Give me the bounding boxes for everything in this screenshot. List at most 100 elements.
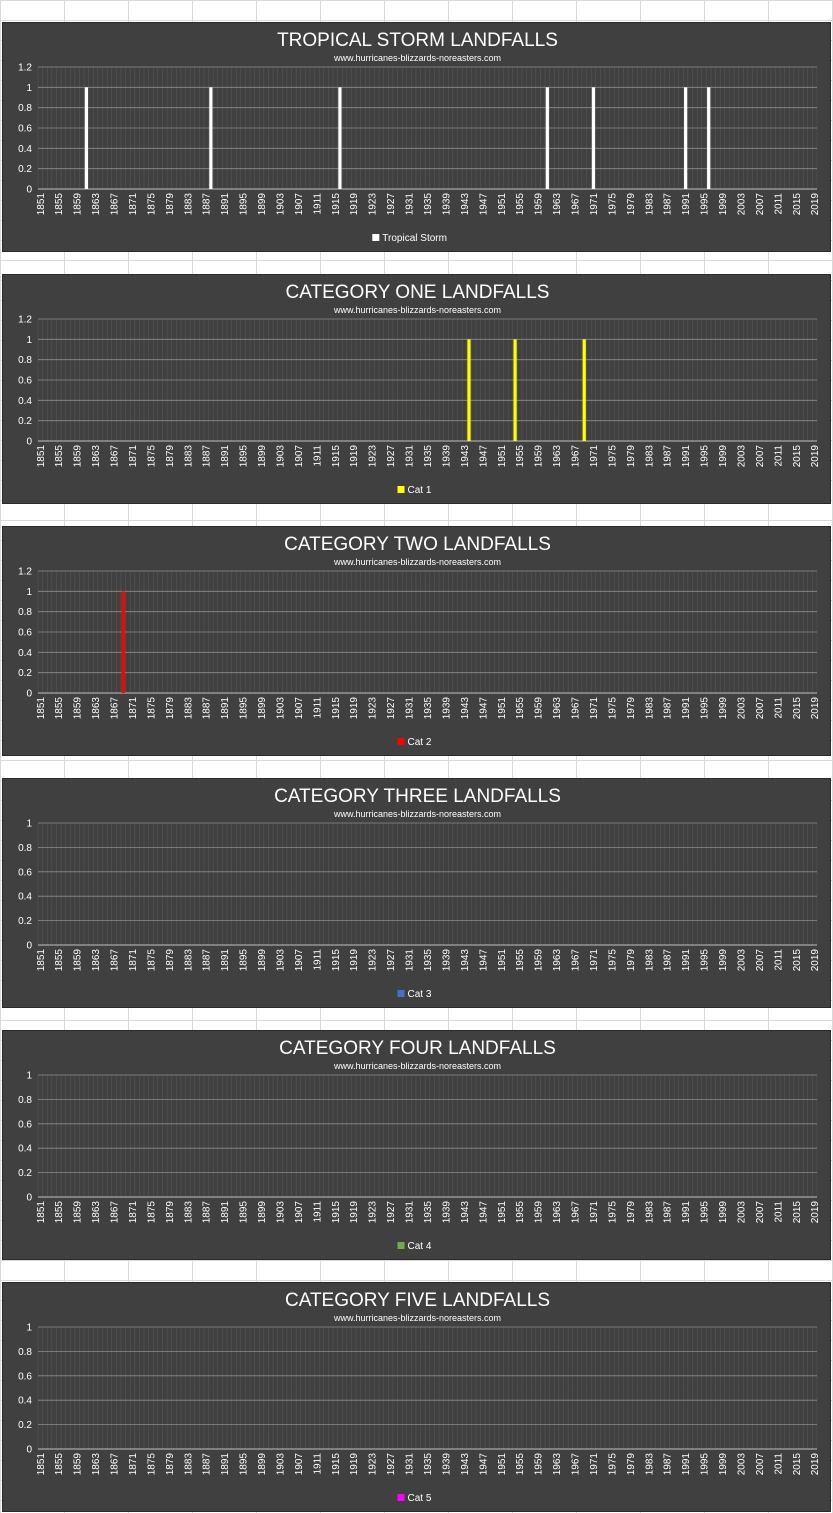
x-tick-label: 1943 — [460, 445, 471, 468]
x-tick-label: 2011 — [773, 193, 784, 215]
x-tick-label: 1867 — [110, 445, 121, 468]
x-tick-label: 1903 — [275, 697, 286, 720]
x-tick-label: 1987 — [663, 697, 674, 720]
y-tick-label: 0 — [26, 437, 32, 448]
x-tick-label: 1859 — [73, 1201, 84, 1224]
x-tick-label: 1927 — [386, 949, 397, 972]
bar-tropical-storm-1916 — [338, 87, 342, 189]
x-tick-label: 1983 — [644, 949, 655, 972]
x-tick-label: 1895 — [239, 445, 250, 468]
x-tick-label: 1923 — [368, 445, 379, 468]
x-tick-label: 1883 — [183, 193, 194, 216]
x-tick-label: 1979 — [626, 949, 637, 972]
x-tick-label: 1903 — [275, 1453, 286, 1476]
chart-category-two[interactable]: CATEGORY TWO LANDFALLS www.hurricanes-bli… — [2, 526, 831, 756]
x-tick-label: 1919 — [349, 1453, 360, 1476]
x-tick-label: 1959 — [534, 949, 545, 972]
x-tick-label: 1911 — [312, 1201, 323, 1223]
chart-category-four[interactable]: CATEGORY FOUR LANDFALLS www.hurricanes-bl… — [2, 1030, 831, 1260]
x-tick-label: 2015 — [792, 193, 803, 216]
x-tick-label: 1951 — [497, 445, 508, 468]
x-tick-label: 1943 — [460, 949, 471, 972]
x-tick-label: 1855 — [54, 697, 65, 720]
x-tick-label: 1963 — [552, 193, 563, 216]
x-tick-label: 1919 — [349, 193, 360, 216]
x-tick-label: 2019 — [810, 1453, 821, 1476]
x-tick-label: 1931 — [405, 697, 416, 720]
x-tick-label: 2003 — [736, 445, 747, 468]
x-tick-label: 1923 — [368, 949, 379, 972]
x-tick-label: 1971 — [589, 445, 600, 468]
x-tick-label: 2011 — [773, 949, 784, 971]
bar-cat-2-1869 — [121, 591, 125, 693]
x-tick-label: 1959 — [534, 445, 545, 468]
horizontal-gridlines — [38, 570, 817, 694]
x-tick-label: 1963 — [552, 949, 563, 972]
x-tick-label: 1899 — [257, 1201, 268, 1224]
x-tick-label: 1983 — [644, 1201, 655, 1224]
bar-cat-1-1969 — [582, 339, 586, 441]
x-tick-label: 2015 — [792, 1453, 803, 1476]
x-tick-label: 1991 — [681, 445, 692, 468]
x-tick-label: 1959 — [534, 1201, 545, 1224]
x-tick-label: 1979 — [626, 697, 637, 720]
x-tick-label: 1887 — [202, 697, 213, 720]
x-tick-label: 1871 — [128, 193, 139, 216]
x-tick-label: 1859 — [73, 193, 84, 216]
legend-swatch — [397, 1242, 405, 1249]
x-tick-label: 2003 — [736, 193, 747, 216]
x-tick-label: 1939 — [441, 1201, 452, 1224]
x-tick-label: 1927 — [386, 1453, 397, 1476]
chart-tropical-storm[interactable]: TROPICAL STORM LANDFALLS www.hurricanes-b… — [2, 22, 831, 252]
x-tick-label: 1851 — [36, 1201, 47, 1224]
x-tick-label: 1875 — [146, 949, 157, 972]
x-tick-label: 1975 — [607, 1453, 618, 1476]
x-tick-label: 1959 — [534, 193, 545, 216]
x-tick-label: 2011 — [773, 1453, 784, 1475]
chart-svg: CATEGORY FIVE LANDFALLS www.hurricanes-bl… — [18, 1290, 821, 1504]
chart-title: TROPICAL STORM LANDFALLS — [277, 30, 558, 51]
chart-svg: CATEGORY ONE LANDFALLS www.hurricanes-bli… — [18, 282, 821, 496]
x-tick-label: 1959 — [534, 697, 545, 720]
x-tick-label: 1883 — [183, 445, 194, 468]
horizontal-gridlines — [38, 66, 817, 190]
x-tick-label: 1939 — [441, 193, 452, 216]
x-tick-label: 1899 — [257, 445, 268, 468]
chart-category-three[interactable]: CATEGORY THREE LANDFALLS www.hurricanes-b… — [2, 778, 831, 1008]
legend-swatch — [372, 234, 380, 241]
x-tick-label: 1947 — [478, 1201, 489, 1224]
y-tick-label: 1 — [26, 1071, 32, 1082]
x-tick-label: 1911 — [312, 697, 323, 719]
bar-tropical-storm-1961 — [545, 87, 549, 189]
x-tick-label: 1927 — [386, 193, 397, 216]
x-tick-label: 1907 — [294, 193, 305, 216]
x-tick-label: 1895 — [239, 1453, 250, 1476]
x-tick-label: 1995 — [700, 949, 711, 972]
x-tick-label: 1907 — [294, 445, 305, 468]
x-tick-label: 1915 — [331, 697, 342, 720]
x-tick-label: 1867 — [110, 949, 121, 972]
chart-category-one[interactable]: CATEGORY ONE LANDFALLS www.hurricanes-bli… — [2, 274, 831, 504]
chart-svg: CATEGORY THREE LANDFALLS www.hurricanes-b… — [18, 786, 821, 1000]
x-tick-label: 1939 — [441, 1453, 452, 1476]
x-tick-label: 2007 — [755, 697, 766, 720]
x-tick-label: 1923 — [368, 193, 379, 216]
x-tick-label: 1999 — [718, 193, 729, 216]
y-tick-label: 0.2 — [18, 1420, 32, 1431]
y-tick-label: 1 — [26, 587, 32, 598]
legend-label: Cat 5 — [408, 1493, 432, 1504]
x-tick-label: 1855 — [54, 1453, 65, 1476]
x-tick-label: 1883 — [183, 697, 194, 720]
x-tick-label: 1891 — [220, 1201, 231, 1224]
chart-subtitle: www.hurricanes-blizzards-noreasters.com — [333, 305, 501, 315]
x-tick-label: 1879 — [165, 193, 176, 216]
chart-title: CATEGORY ONE LANDFALLS — [286, 282, 550, 303]
y-tick-label: 0.8 — [18, 103, 32, 114]
x-tick-label: 1867 — [110, 697, 121, 720]
legend-swatch — [397, 486, 405, 493]
x-tick-label: 1951 — [497, 1453, 508, 1476]
y-tick-label: 0.4 — [18, 1144, 32, 1155]
x-tick-label: 1963 — [552, 697, 563, 720]
chart-category-five[interactable]: CATEGORY FIVE LANDFALLS www.hurricanes-bl… — [2, 1282, 831, 1512]
x-tick-label: 1951 — [497, 1201, 508, 1224]
